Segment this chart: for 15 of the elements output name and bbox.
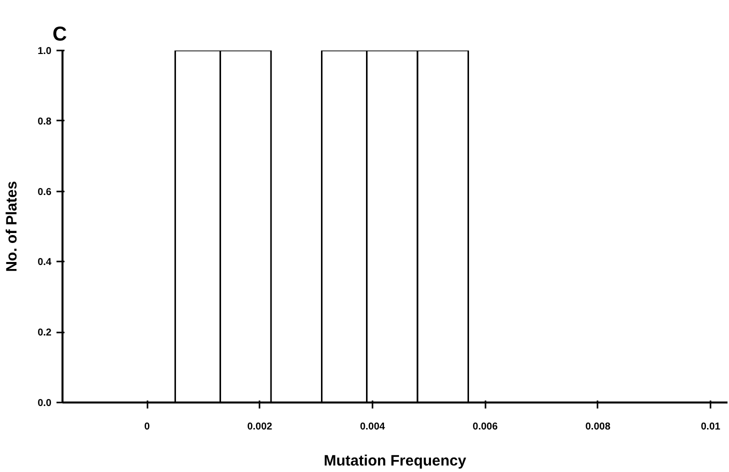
x-tick-label: 0.004 — [360, 422, 386, 432]
y-tick-label: 0.4 — [38, 257, 52, 268]
y-axis-title: No. of Plates — [4, 181, 21, 272]
x-axis-title: Mutation Frequency — [324, 452, 467, 470]
chart-title: C — [52, 24, 67, 46]
y-tick-label: 0.6 — [38, 186, 52, 198]
y-tick-label: 0.2 — [38, 328, 52, 339]
x-tick-label: 0.006 — [472, 422, 498, 432]
x-tick-label: 0.01 — [700, 422, 721, 432]
x-tick-label: 0 — [144, 422, 150, 432]
y-tick-label: 0.0 — [38, 398, 52, 409]
y-tick-label: 1.0 — [38, 46, 52, 57]
y-tick-label: 0.8 — [38, 116, 52, 128]
x-tick-label: 0.008 — [585, 422, 611, 432]
x-tick-label: 0.002 — [247, 422, 273, 432]
